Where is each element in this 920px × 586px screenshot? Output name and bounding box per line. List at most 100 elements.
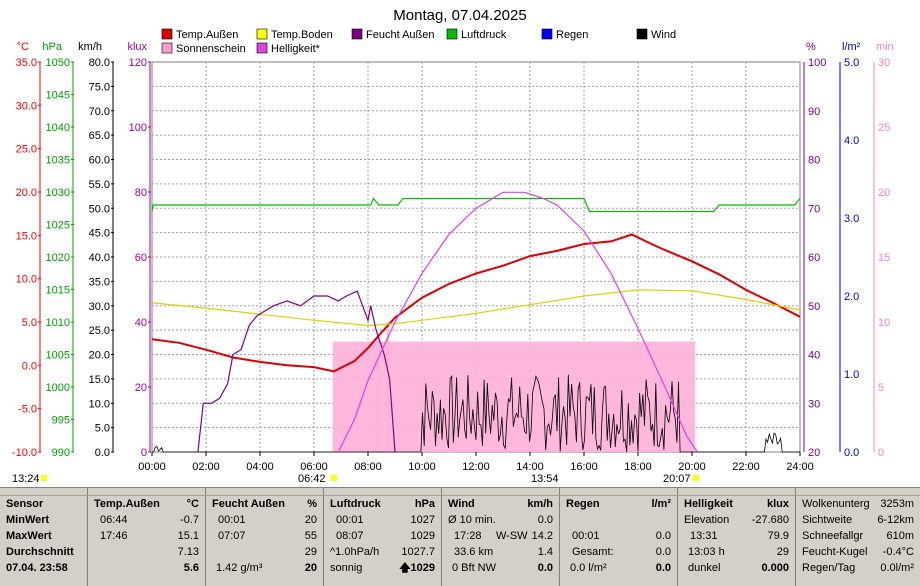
legend-swatch xyxy=(256,28,268,40)
sensor-date: 07.04. 23:58 xyxy=(6,562,68,574)
right-axis-tick-label: 40 xyxy=(808,350,820,362)
left-axis-tick-label: 30.0 xyxy=(89,301,110,313)
legend-label: Luftdruck xyxy=(461,29,507,41)
light-header: Helligkeit xyxy=(684,498,733,510)
misc-rain-day-label: Regen/Tag xyxy=(802,562,856,574)
x-axis-tick-label: 04:00 xyxy=(246,461,274,473)
rain-max: 0.0 xyxy=(655,530,671,542)
right-axis-tick-label: 20 xyxy=(878,187,890,199)
series-line xyxy=(151,233,801,373)
temp-min: -0.7 xyxy=(180,514,199,526)
legend-label: Wind xyxy=(651,29,676,41)
light-max-time: 13:31 xyxy=(690,530,718,542)
x-axis-tick-label: 08:00 xyxy=(354,461,382,473)
right-axis-tick-label: 50 xyxy=(808,301,820,313)
humid-unit: % xyxy=(307,498,317,510)
x-axis-tick-label: 12:00 xyxy=(462,461,490,473)
left-axis-tick-label: 1020 xyxy=(46,252,70,264)
stats-temp-column: Temp.Außen °C 06:44 -0.7 17:46 15.1 7.13 5.… xyxy=(88,487,206,586)
wind-unit: km/h xyxy=(527,498,553,510)
right-axis-tick-label: 30 xyxy=(878,57,890,69)
humid-abs: 1.42 g/m³ xyxy=(216,562,263,574)
x-axis-tick-label: 02:00 xyxy=(192,461,220,473)
marker-start-icon xyxy=(41,475,47,481)
pressure-min: 1027 xyxy=(410,514,435,526)
left-axis-tick-label: 990 xyxy=(52,447,70,459)
left-axis-tick-label: 5.0 xyxy=(22,317,37,329)
stats-header-border xyxy=(0,495,920,496)
x-axis-tick-label: 18:00 xyxy=(624,461,652,473)
legend-label: Temp.Boden xyxy=(271,29,333,41)
right-axis-tick-label: 5 xyxy=(878,382,884,394)
left-axis-tick-label: -5.0 xyxy=(18,404,37,416)
temp-unit: °C xyxy=(186,498,199,510)
legend-label: Helligkeit* xyxy=(271,43,321,55)
rain-unit: l/m² xyxy=(651,498,671,510)
misc-visibility: 6-12km xyxy=(877,514,914,526)
pressure-state: sonnig xyxy=(330,562,363,574)
left-axis-tick-label: 60 xyxy=(135,252,147,264)
light-state: dunkel xyxy=(688,562,721,574)
left-axis-tick-label: 30.0 xyxy=(16,100,37,112)
left-axis-tick-label: 1050 xyxy=(46,57,70,69)
right-axis-unit: l/m² xyxy=(842,41,861,53)
humid-avg: 29 xyxy=(304,546,317,558)
right-axis-unit: min xyxy=(876,41,894,53)
legend-swatch xyxy=(541,28,553,40)
wind-beaufort: 0 Bft NW xyxy=(452,562,497,574)
stats-light-column: Helligkeit klux Elevation -27.680 13:31 79.… xyxy=(678,487,796,586)
left-axis-tick-label: 1040 xyxy=(46,122,70,134)
light-elevation: -27.680 xyxy=(751,514,789,526)
sensor-avg-label: Durchschnitt xyxy=(6,546,74,558)
left-axis-tick-label: 40 xyxy=(135,317,147,329)
left-axis-tick-label: 40.0 xyxy=(89,252,110,264)
temp-header: Temp.Außen xyxy=(94,498,160,510)
rain-header: Regen xyxy=(566,498,600,510)
stats-panel: Sensor MinWert MaxWert Durchschnitt 07.0… xyxy=(0,487,920,586)
right-axis-tick-label: 3.0 xyxy=(844,213,859,225)
left-axis-tick-label: 1000 xyxy=(46,382,70,394)
rain-sum: 0.0 l/m² xyxy=(570,562,607,574)
stats-wind-column: Wind km/h Ø 10 min. 0.0 17:28 W-SW 14.2 33.6… xyxy=(442,487,560,586)
left-axis-tick-label: 1025 xyxy=(46,220,70,232)
left-axis-tick-label: -10.0 xyxy=(12,447,37,459)
pressure-header: Luftdruck xyxy=(330,498,381,510)
left-axis-tick-label: 80.0 xyxy=(89,57,110,69)
left-axis-tick-label: 65.0 xyxy=(89,130,110,142)
light-max: 79.9 xyxy=(767,530,789,542)
right-axis-tick-label: 2.0 xyxy=(844,291,859,303)
light-elevation-label: Elevation xyxy=(684,514,730,526)
right-axis-tick-label: 20 xyxy=(808,447,820,459)
x-axis-tick-label: 20:00 xyxy=(678,461,706,473)
series-line xyxy=(151,289,801,327)
x-axis-tick-label: 24:00 xyxy=(786,461,814,473)
x-axis-tick-label: 10:00 xyxy=(408,461,436,473)
light-day-length: 13:03 h xyxy=(688,546,725,558)
right-axis-tick-label: 70 xyxy=(808,203,820,215)
right-axis-tick-label: 90 xyxy=(808,106,820,118)
humid-max-time: 07:07 xyxy=(218,530,246,542)
stats-humid-column: Feucht Außen% 00:01 20 07:07 55 29 1.42 g/… xyxy=(206,487,324,586)
marker-noon-time: 13:54 xyxy=(531,473,559,485)
weather-chart: Montag, 07.04.2025 °C 35.0 30.0 25.0 20.0 15.0… xyxy=(12,7,894,485)
legend-swatch xyxy=(161,42,173,54)
misc-snow-label: Schneefallgr xyxy=(802,530,864,542)
temp-now: 5.6 xyxy=(183,562,199,574)
x-axis-tick-label: 22:00 xyxy=(732,461,760,473)
light-avg: 29 xyxy=(776,546,789,558)
left-axis-tick-label: 75.0 xyxy=(89,81,110,93)
pressure-max-time: 08:07 xyxy=(336,530,364,542)
pressure-trend: ^1.0hPa/h xyxy=(330,546,380,558)
misc-cloud: 3253m xyxy=(880,498,914,510)
wind-avg-label: Ø 10 min. xyxy=(448,514,496,526)
sensor-min-label: MinWert xyxy=(6,514,50,526)
legend-swatch xyxy=(636,28,648,40)
right-axis-tick-label: 15 xyxy=(878,252,890,264)
right-axis-tick-label: 30 xyxy=(808,398,820,410)
misc-wetbulb-label: Feucht-Kugel xyxy=(802,546,868,558)
left-axis-tick-label: 35.0 xyxy=(16,57,37,69)
left-axis-tick-label: 50.0 xyxy=(89,203,110,215)
stats-misc-column: Wolkenunterg 3253m Sichtweite 6-12km Schne… xyxy=(796,487,920,586)
humid-header: Feucht Außen xyxy=(212,498,285,510)
sensor-header: Sensor xyxy=(6,498,44,510)
